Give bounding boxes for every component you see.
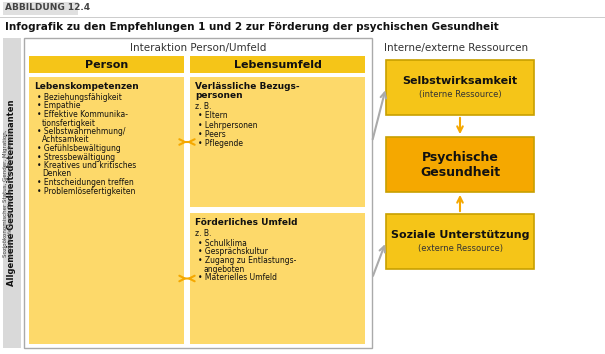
Text: • Beziehungsfähigkeit: • Beziehungsfähigkeit (37, 93, 122, 102)
Text: • Gefühlsbewältigung: • Gefühlsbewältigung (37, 144, 121, 153)
Text: • Effektive Kommunika-: • Effektive Kommunika- (37, 110, 128, 119)
Text: z. B.: z. B. (195, 102, 211, 111)
Text: tionsfertigkeit: tionsfertigkeit (42, 119, 96, 127)
Text: • Lehrpersonen: • Lehrpersonen (198, 120, 258, 130)
Text: Lebenskompetenzen: Lebenskompetenzen (34, 82, 139, 91)
Bar (190, 56, 365, 73)
Text: (interne Ressource): (interne Ressource) (419, 90, 502, 99)
Text: Interne/externe Ressourcen: Interne/externe Ressourcen (384, 43, 528, 53)
Text: • Eltern: • Eltern (198, 111, 227, 120)
Text: • Stressbewältigung: • Stressbewältigung (37, 153, 115, 161)
Bar (29, 77, 184, 344)
Bar (24, 38, 372, 348)
Text: Infografik zu den Empfehlungen 1 und 2 zur Förderung der psychischen Gesundheit: Infografik zu den Empfehlungen 1 und 2 z… (5, 22, 499, 32)
Text: Lebensumfeld: Lebensumfeld (234, 59, 321, 69)
Text: personen: personen (195, 91, 243, 100)
Text: Soziale Unterstützung: Soziale Unterstützung (391, 229, 529, 240)
Text: Denken: Denken (42, 170, 71, 178)
Bar (3, 38, 21, 348)
Bar (386, 214, 534, 269)
Text: • Problemlösefertigkeiten: • Problemlösefertigkeiten (37, 187, 136, 195)
Text: Selbstwirksamkeit: Selbstwirksamkeit (402, 75, 517, 86)
Text: • Materielles Umfeld: • Materielles Umfeld (198, 273, 277, 282)
Text: Allgemeine Gesundheitsdeterminanten: Allgemeine Gesundheitsdeterminanten (7, 100, 16, 286)
Text: • Empathie: • Empathie (37, 102, 80, 110)
Bar (3, 2, 78, 15)
Bar (386, 137, 534, 192)
Text: • Selbstwahrnehmung/: • Selbstwahrnehmung/ (37, 127, 125, 136)
Bar (190, 77, 365, 207)
Text: Sozioökonomischer Status, Gender, Migration,
soziale Herkunft, Bindung, Alter, B: Sozioökonomischer Status, Gender, Migrat… (2, 129, 13, 257)
Text: • Kreatives und kritisches: • Kreatives und kritisches (37, 161, 136, 170)
Text: • Zugang zu Entlastungs-: • Zugang zu Entlastungs- (198, 256, 296, 265)
Text: Förderliches Umfeld: Förderliches Umfeld (195, 218, 298, 227)
Text: • Entscheidungen treffen: • Entscheidungen treffen (37, 178, 134, 187)
Bar (386, 60, 534, 115)
Text: Achtsamkeit: Achtsamkeit (42, 136, 90, 144)
Bar (29, 56, 184, 73)
Text: • Peers: • Peers (198, 130, 226, 139)
Text: Verlässliche Bezugs-: Verlässliche Bezugs- (195, 82, 299, 91)
Text: angeboten: angeboten (203, 264, 244, 274)
Bar (190, 213, 365, 344)
Text: Psychische
Gesundheit: Psychische Gesundheit (420, 150, 500, 178)
Text: • Gesprächskultur: • Gesprächskultur (198, 247, 268, 257)
Text: Interaktion Person/Umfeld: Interaktion Person/Umfeld (130, 43, 266, 53)
Text: (externe Ressource): (externe Ressource) (417, 244, 503, 253)
Text: z. B.: z. B. (195, 229, 211, 238)
Text: ABBILDUNG 12.4: ABBILDUNG 12.4 (5, 3, 90, 12)
Text: • Pflegende: • Pflegende (198, 139, 243, 148)
Text: • Schulklima: • Schulklima (198, 239, 247, 248)
Text: Person: Person (85, 59, 128, 69)
